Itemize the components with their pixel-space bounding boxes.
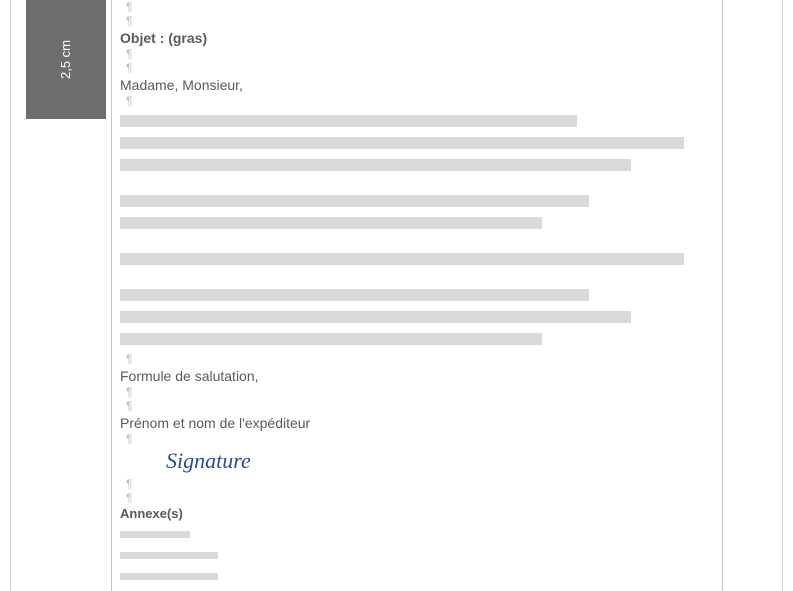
block-gap (120, 272, 714, 282)
placeholder-bar (120, 531, 190, 538)
block-gap (120, 236, 714, 246)
paragraph-mark: ¶ (120, 399, 714, 413)
body-placeholder-line (120, 250, 714, 268)
signature-line[interactable]: Signature (120, 446, 714, 477)
paragraph-mark: ¶ (120, 477, 714, 491)
closing-line[interactable]: Formule de salutation, (120, 367, 714, 385)
placeholder-bar (120, 253, 684, 265)
paragraph-mark: ¶ (120, 47, 714, 61)
placeholder-bar (120, 311, 631, 323)
paragraph-mark: ¶ (120, 432, 714, 446)
placeholder-bar (120, 573, 218, 580)
paragraph-mark: ¶ (120, 0, 714, 14)
margin-value: 2,5 cm (58, 40, 73, 79)
body-placeholder-line (120, 214, 714, 232)
placeholder-bar (120, 552, 218, 559)
block-gap (120, 178, 714, 188)
body-placeholder-line (120, 330, 714, 348)
placeholder-bar (120, 289, 589, 301)
placeholder-bar (120, 195, 589, 207)
document-page[interactable]: ¶ ¶ Objet : (gras) ¶ ¶ Madame, Monsieur,… (111, 0, 723, 591)
sender-name-line[interactable]: Prénom et nom de l'expéditeur (120, 414, 714, 432)
annex-placeholder-line (120, 547, 714, 565)
annex-placeholder-line (120, 526, 714, 544)
margin-ruler-label: 2,5 cm (26, 0, 106, 119)
body-placeholder-line (120, 134, 714, 152)
paragraph-mark: ¶ (120, 352, 714, 366)
body-placeholder-line (120, 156, 714, 174)
paragraph-mark: ¶ (120, 94, 714, 108)
body-placeholder-line (120, 286, 714, 304)
annex-placeholder-line (120, 568, 714, 586)
body-placeholder-line (120, 308, 714, 326)
body-placeholder-line (120, 192, 714, 210)
placeholder-bar (120, 115, 577, 127)
paragraph-mark: ¶ (120, 491, 714, 505)
body-placeholder-region (120, 112, 714, 348)
annex-placeholder-region (120, 526, 714, 586)
annex-label[interactable]: Annexe(s) (120, 506, 714, 523)
body-placeholder-line (120, 112, 714, 130)
placeholder-bar (120, 217, 542, 229)
placeholder-bar (120, 333, 542, 345)
placeholder-bar (120, 159, 631, 171)
paragraph-mark: ¶ (120, 385, 714, 399)
placeholder-bar (120, 137, 684, 149)
salutation-line[interactable]: Madame, Monsieur, (120, 76, 714, 94)
paragraph-mark: ¶ (120, 14, 714, 28)
editor-frame: 2,5 cm ¶ ¶ Objet : (gras) ¶ ¶ Madame, Mo… (10, 0, 783, 591)
paragraph-mark: ¶ (120, 61, 714, 75)
object-line[interactable]: Objet : (gras) (120, 29, 714, 47)
